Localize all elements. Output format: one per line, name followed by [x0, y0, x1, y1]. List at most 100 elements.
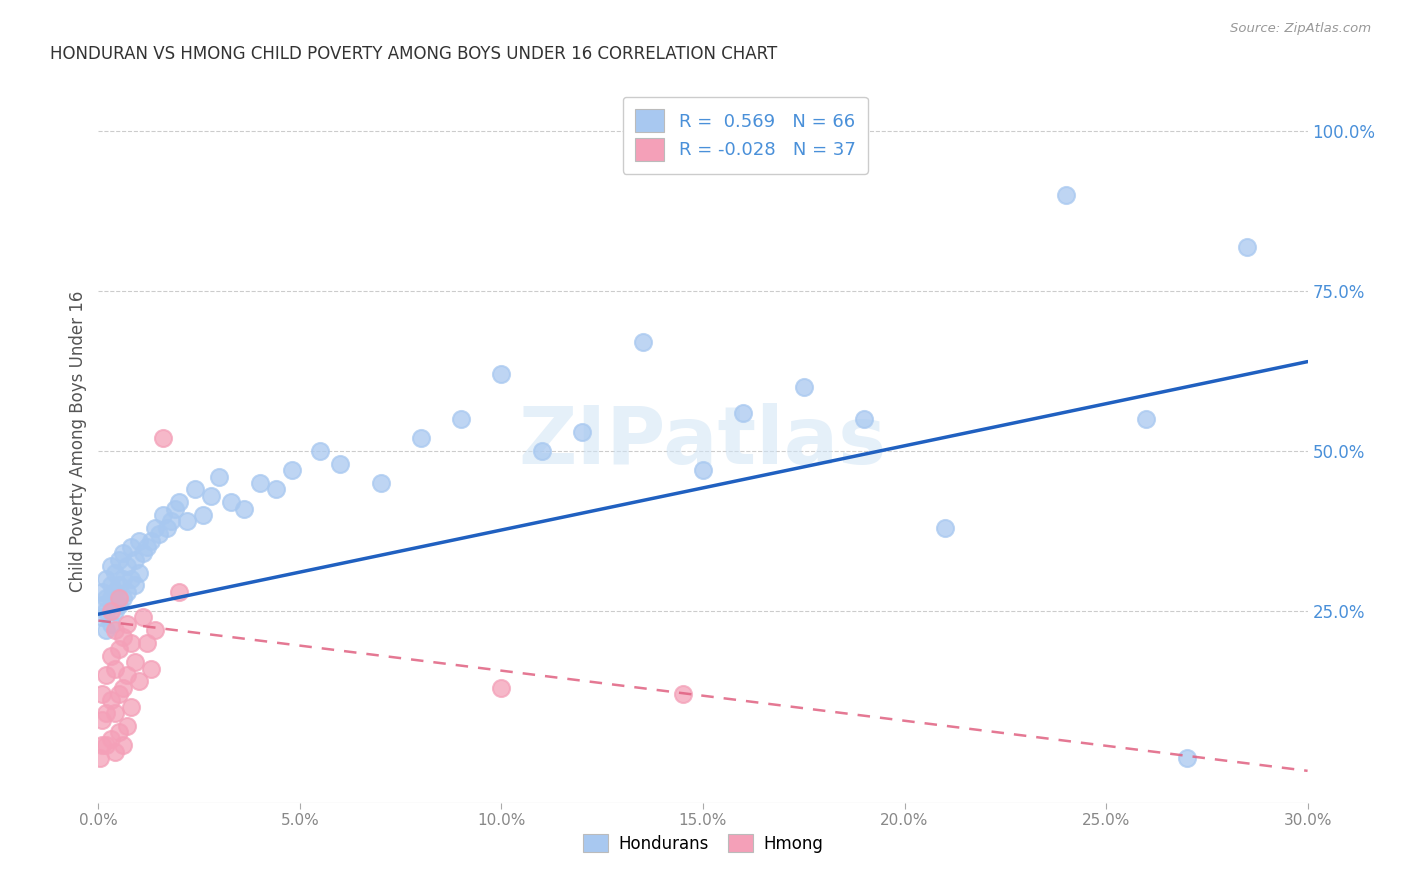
- Point: [96, 738, 118, 752]
- Point: [120, 636, 142, 650]
- Point: [100, 604, 122, 618]
- Point: [200, 489, 222, 503]
- Point: [163, 501, 186, 516]
- Point: [107, 578, 129, 592]
- Point: [148, 527, 170, 541]
- Point: [692, 463, 714, 477]
- Point: [96, 706, 118, 721]
- Point: [115, 559, 138, 574]
- Point: [100, 591, 122, 606]
- Point: [530, 444, 553, 458]
- Point: [672, 687, 695, 701]
- Point: [281, 463, 304, 477]
- Point: [107, 687, 129, 701]
- Point: [96, 604, 118, 618]
- Point: [264, 483, 287, 497]
- Point: [103, 566, 125, 580]
- Point: [115, 668, 138, 682]
- Text: Source: ZipAtlas.com: Source: ZipAtlas.com: [1230, 22, 1371, 36]
- Point: [107, 591, 129, 606]
- Point: [100, 731, 122, 746]
- Point: [111, 738, 134, 752]
- Point: [156, 521, 179, 535]
- Point: [96, 623, 118, 637]
- Point: [111, 572, 134, 586]
- Point: [934, 521, 956, 535]
- Point: [103, 745, 125, 759]
- Point: [221, 495, 243, 509]
- Point: [139, 661, 162, 675]
- Point: [309, 444, 332, 458]
- Point: [135, 636, 157, 650]
- Point: [132, 546, 155, 560]
- Point: [107, 553, 129, 567]
- Point: [1054, 188, 1077, 202]
- Point: [409, 431, 432, 445]
- Point: [143, 623, 166, 637]
- Point: [96, 572, 118, 586]
- Point: [96, 668, 118, 682]
- Point: [120, 699, 142, 714]
- Point: [128, 566, 150, 580]
- Point: [107, 598, 129, 612]
- Point: [100, 578, 122, 592]
- Point: [120, 540, 142, 554]
- Point: [370, 476, 392, 491]
- Point: [1135, 412, 1157, 426]
- Point: [91, 687, 114, 701]
- Point: [733, 406, 755, 420]
- Point: [232, 501, 254, 516]
- Point: [793, 380, 815, 394]
- Point: [184, 483, 207, 497]
- Point: [176, 515, 198, 529]
- Point: [143, 521, 166, 535]
- Point: [132, 610, 155, 624]
- Point: [124, 578, 146, 592]
- Legend: Hondurans, Hmong: Hondurans, Hmong: [576, 828, 830, 860]
- Point: [103, 661, 125, 675]
- Point: [91, 584, 114, 599]
- Point: [115, 584, 138, 599]
- Point: [103, 604, 125, 618]
- Point: [193, 508, 215, 522]
- Point: [111, 591, 134, 606]
- Point: [631, 335, 654, 350]
- Point: [100, 559, 122, 574]
- Point: [103, 623, 125, 637]
- Point: [89, 751, 111, 765]
- Point: [103, 584, 125, 599]
- Point: [571, 425, 593, 439]
- Point: [100, 616, 122, 631]
- Point: [100, 648, 122, 663]
- Point: [1236, 239, 1258, 253]
- Point: [124, 655, 146, 669]
- Point: [91, 738, 114, 752]
- Point: [135, 540, 157, 554]
- Point: [1175, 751, 1198, 765]
- Point: [128, 674, 150, 689]
- Point: [115, 719, 138, 733]
- Point: [249, 476, 271, 491]
- Point: [115, 616, 138, 631]
- Point: [103, 706, 125, 721]
- Point: [167, 584, 190, 599]
- Point: [107, 642, 129, 657]
- Point: [100, 693, 122, 707]
- Point: [96, 591, 118, 606]
- Point: [139, 533, 162, 548]
- Text: ZIPatlas: ZIPatlas: [519, 402, 887, 481]
- Point: [111, 546, 134, 560]
- Point: [152, 431, 174, 445]
- Point: [208, 469, 231, 483]
- Point: [853, 412, 876, 426]
- Point: [111, 681, 134, 695]
- Point: [450, 412, 472, 426]
- Point: [120, 572, 142, 586]
- Point: [124, 553, 146, 567]
- Point: [160, 515, 183, 529]
- Point: [111, 630, 134, 644]
- Point: [107, 725, 129, 739]
- Point: [329, 457, 352, 471]
- Point: [491, 368, 513, 382]
- Text: HONDURAN VS HMONG CHILD POVERTY AMONG BOYS UNDER 16 CORRELATION CHART: HONDURAN VS HMONG CHILD POVERTY AMONG BO…: [51, 45, 778, 63]
